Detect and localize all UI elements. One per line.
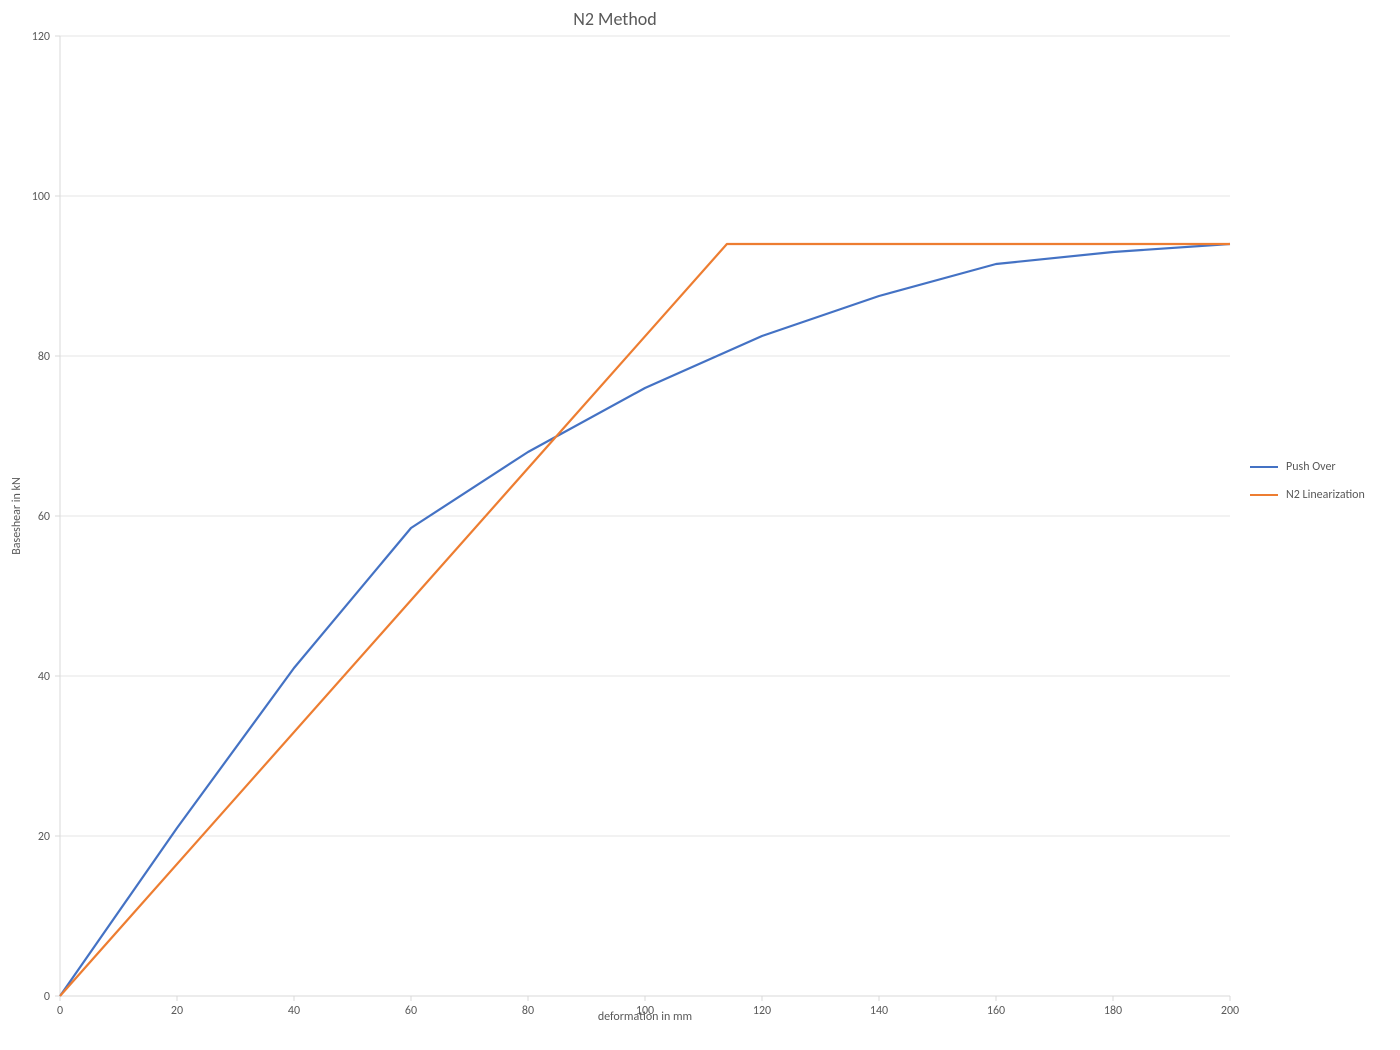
svg-text:0: 0 bbox=[44, 990, 50, 1004]
plot-svg: 0204060801001200204060801001201401601802… bbox=[60, 36, 1230, 996]
chart-title: N2 Method bbox=[0, 8, 1230, 30]
legend-item: Push Over bbox=[1250, 460, 1365, 474]
svg-text:120: 120 bbox=[32, 30, 50, 44]
svg-text:60: 60 bbox=[38, 510, 50, 524]
plot-area: 0204060801001200204060801001201401601802… bbox=[60, 36, 1230, 996]
chart-container: N2 Method Baseshear in kN 02040608010012… bbox=[0, 0, 1400, 1050]
legend-swatch-icon bbox=[1250, 466, 1278, 468]
legend-label: N2 Linearization bbox=[1286, 488, 1365, 502]
legend-label: Push Over bbox=[1286, 460, 1336, 474]
legend-item: N2 Linearization bbox=[1250, 488, 1365, 502]
y-axis-title-text: Baseshear in kN bbox=[10, 477, 24, 555]
legend-swatch-icon bbox=[1250, 494, 1278, 496]
svg-text:40: 40 bbox=[38, 670, 50, 684]
svg-text:20: 20 bbox=[38, 830, 50, 844]
legend: Push Over N2 Linearization bbox=[1250, 460, 1365, 516]
svg-text:100: 100 bbox=[32, 190, 50, 204]
y-axis-title: Baseshear in kN bbox=[8, 36, 26, 996]
x-axis-title: deformation in mm bbox=[60, 1010, 1230, 1024]
svg-text:80: 80 bbox=[38, 350, 50, 364]
